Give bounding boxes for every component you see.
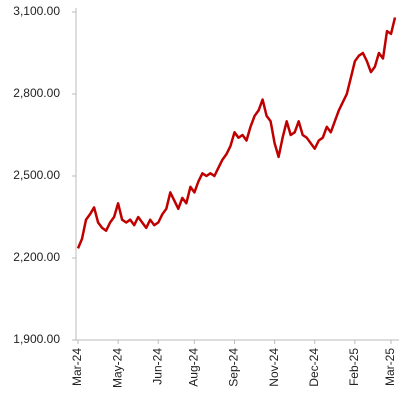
x-tick-label: May-24 xyxy=(110,348,124,388)
x-tick-label: Aug-24 xyxy=(187,348,201,387)
line xyxy=(76,17,397,249)
y-tick-label: 3,100.00 xyxy=(13,4,60,18)
x-tick-label: Mar-25 xyxy=(383,348,397,386)
x-tick-label: Sep-24 xyxy=(227,348,241,387)
y-tick-label: 2,200.00 xyxy=(13,250,60,264)
y-tick-label: 1,900.00 xyxy=(13,332,60,346)
x-tick-label: Mar-24 xyxy=(70,348,84,386)
y-tick-label: 2,500.00 xyxy=(13,168,60,182)
x-tick-label: Dec-24 xyxy=(307,348,321,387)
x-tick-label: Nov-24 xyxy=(267,348,281,387)
x-tick-label: Feb-25 xyxy=(347,348,361,386)
y-tick-label: 2,800.00 xyxy=(13,86,60,100)
x-tick-label: Jun-24 xyxy=(150,348,164,385)
